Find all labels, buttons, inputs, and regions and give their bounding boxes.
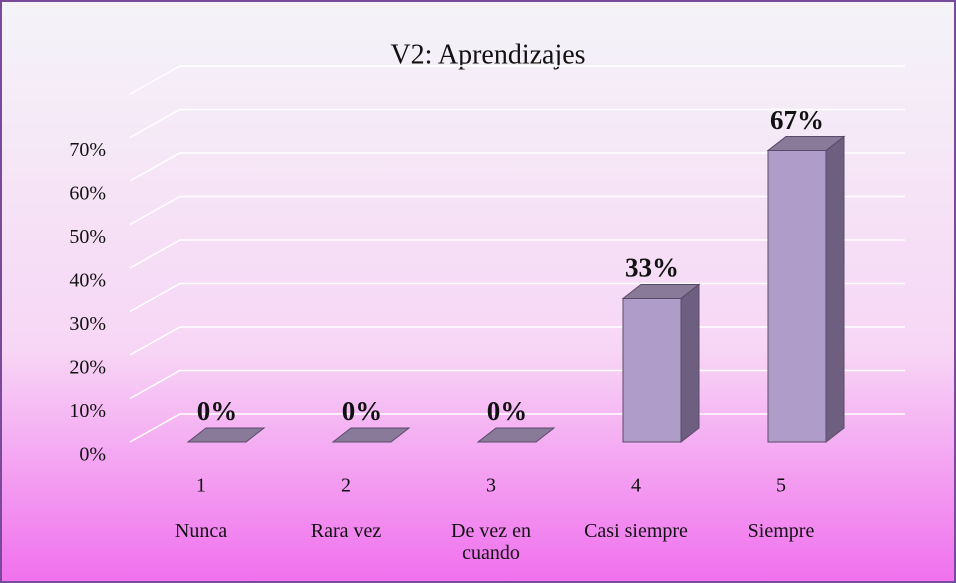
bar-top [621,283,701,299]
bar-side [680,283,700,444]
grid-line [129,195,905,226]
category-label: Casi siempre [584,520,688,542]
x-tick-label: 4 [631,475,641,497]
bar-front [767,150,827,443]
category-label: Siempre [747,520,815,542]
y-tick-label: 60% [69,183,106,205]
bar-top [476,427,556,443]
value-label: 0% [342,396,383,426]
y-tick-label: 20% [69,357,106,379]
y-tick-label: 0% [79,444,106,466]
bar-front [622,297,682,443]
value-label: 67% [770,105,824,135]
x-tick-label: 5 [776,475,786,497]
y-tick-label: 70% [69,139,106,161]
bar [331,427,411,443]
grid-line [129,239,905,269]
category-label: De vez en cuando [451,520,531,564]
bar-top [331,427,411,443]
x-tick-label: 2 [341,475,351,497]
bar [186,427,266,443]
value-label: 33% [625,253,679,283]
value-label: 0% [197,396,238,426]
x-tick-label: 3 [486,475,496,497]
bar-top [766,136,846,152]
bar [476,427,556,443]
bar-top [186,427,266,443]
x-tick-label: 1 [196,475,206,497]
y-tick-label: 10% [69,400,106,422]
bar [766,135,846,444]
y-tick-label: 40% [69,270,106,292]
category-label: Nunca [174,520,228,542]
category-label: Rara vez [310,520,382,542]
y-tick-label: 30% [69,313,106,335]
value-label: 0% [487,396,528,426]
bar-side [825,135,845,444]
bar [621,283,701,444]
y-tick-label: 50% [69,226,106,248]
axis-frame [129,65,905,95]
grid-line [129,108,905,139]
grid-line [129,282,905,313]
grid-line [129,152,905,182]
